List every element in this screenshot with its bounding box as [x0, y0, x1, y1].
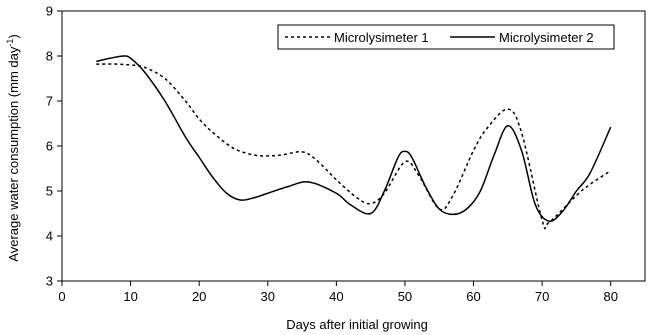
y-tick-label: 5	[46, 184, 53, 199]
x-tick-label: 0	[58, 289, 65, 304]
series-layer	[96, 55, 612, 230]
x-tick-label: 80	[603, 289, 617, 304]
plot-area	[61, 10, 646, 282]
y-tick-label: 9	[46, 4, 53, 19]
legend: Microlysimeter 1 Microlysimeter 2	[277, 24, 615, 50]
y-axis-label-superscript: -1	[5, 39, 15, 47]
y-axis-label: Average water consumption (mm day-1)	[5, 34, 21, 261]
y-tick-label: 4	[46, 229, 53, 244]
series-line-microlysimeter-1	[96, 63, 612, 230]
x-tick-label: 10	[123, 289, 137, 304]
legend-box	[277, 24, 615, 50]
y-axis-ticks: 3 4 5 6 7 8 9	[46, 4, 62, 289]
y-tick-label: 6	[46, 139, 53, 154]
y-axis-label-close: )	[6, 34, 21, 38]
x-tick-label: 50	[398, 289, 412, 304]
x-tick-label: 60	[466, 289, 480, 304]
y-axis-label-main: Average water consumption (mm day	[6, 46, 21, 262]
x-tick-label: 70	[535, 289, 549, 304]
legend-label-microlysimeter-1: Microlysimeter 1	[334, 30, 429, 45]
y-tick-label: 3	[46, 274, 53, 289]
x-tick-label: 20	[192, 289, 206, 304]
series-line-microlysimeter-2	[96, 55, 612, 223]
x-tick-label: 40	[329, 289, 343, 304]
y-tick-label: 7	[46, 94, 53, 109]
x-tick-label: 30	[261, 289, 275, 304]
plot-border	[61, 10, 646, 282]
legend-label-microlysimeter-2: Microlysimeter 2	[499, 30, 594, 45]
x-axis-ticks: 0 10 20 30 40 50 60 70 80	[58, 281, 618, 304]
x-axis-label: Days after initial growing	[286, 317, 428, 332]
y-tick-label: 8	[46, 49, 53, 64]
